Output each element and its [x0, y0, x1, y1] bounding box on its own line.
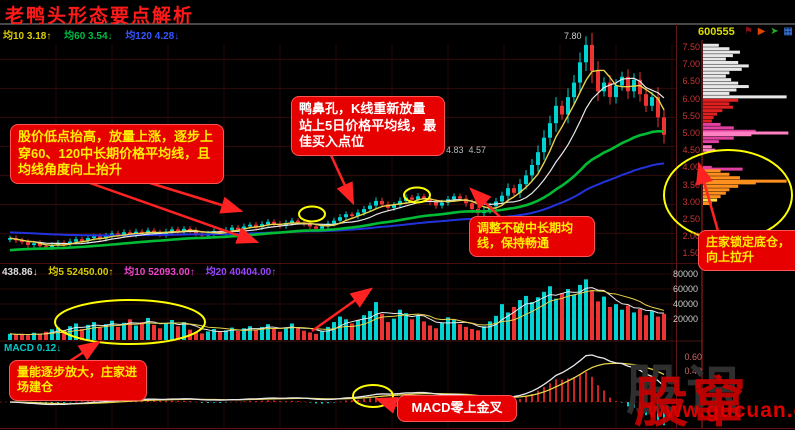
play-icon[interactable]: ▶	[757, 26, 766, 37]
stock-code: 600555	[698, 26, 735, 38]
arrow-right-icon[interactable]: ➤	[770, 26, 779, 37]
ma120-value: 均120 4.28↓	[125, 31, 180, 42]
volume-indicator-row: 438.86↓ 均5 52450.00↑ 均10 52093.00↑ 均20 4…	[2, 263, 284, 278]
grid-icon[interactable]: ▦	[783, 26, 793, 37]
volume-ma10: 均10 52093.00↑	[124, 267, 195, 278]
annotation-volume-growth: 量能逐步放大，庄家进场建仓	[9, 360, 147, 401]
volume-value: 438.86↓	[2, 267, 38, 278]
annotation-duck-nostril: 鸭鼻孔，K线重新放量站上5日价格平均线，最佳买入点位	[291, 96, 445, 156]
toolbar: ⚑ ▶ ➤ ▦	[742, 26, 793, 37]
annotation-macd-cross: MACD零上金叉	[397, 395, 517, 422]
annotation-pullback-hold: 调整不破中长期均线，保持畅通	[469, 216, 595, 257]
flag-icon[interactable]: ⚑	[744, 26, 753, 37]
annotation-price-lift: 股价低点抬高，放量上涨，逐步上穿60、120中长期价格平均线，且均线角度向上抬升	[10, 124, 224, 184]
low-price-labels: 4.83 4.57	[446, 145, 487, 155]
macd-indicator-label: MACD 0.12↓	[4, 343, 62, 354]
ma60-value: 均60 3.54↓	[64, 31, 113, 42]
volume-ma20: 均20 40404.00↑	[205, 267, 277, 278]
main-ma-indicator-row: 均10 3.18↑ 均60 3.54↓ 均120 4.28↓	[3, 27, 189, 42]
ma10-value: 均10 3.18↑	[3, 31, 52, 42]
watermark-site-name: 股窜网	[634, 373, 750, 430]
annotation-banker-lockup: 庄家锁定底仓，向上拉升	[698, 230, 795, 271]
volume-ma5: 均5 52450.00↑	[48, 267, 114, 278]
watermark-back-text: 股识吧	[626, 361, 746, 421]
peak-price-label: 7.80	[564, 31, 582, 41]
page-title: 老鸭头形态要点解析	[5, 6, 195, 27]
watermark-url: www.gucuan.com	[648, 399, 795, 422]
